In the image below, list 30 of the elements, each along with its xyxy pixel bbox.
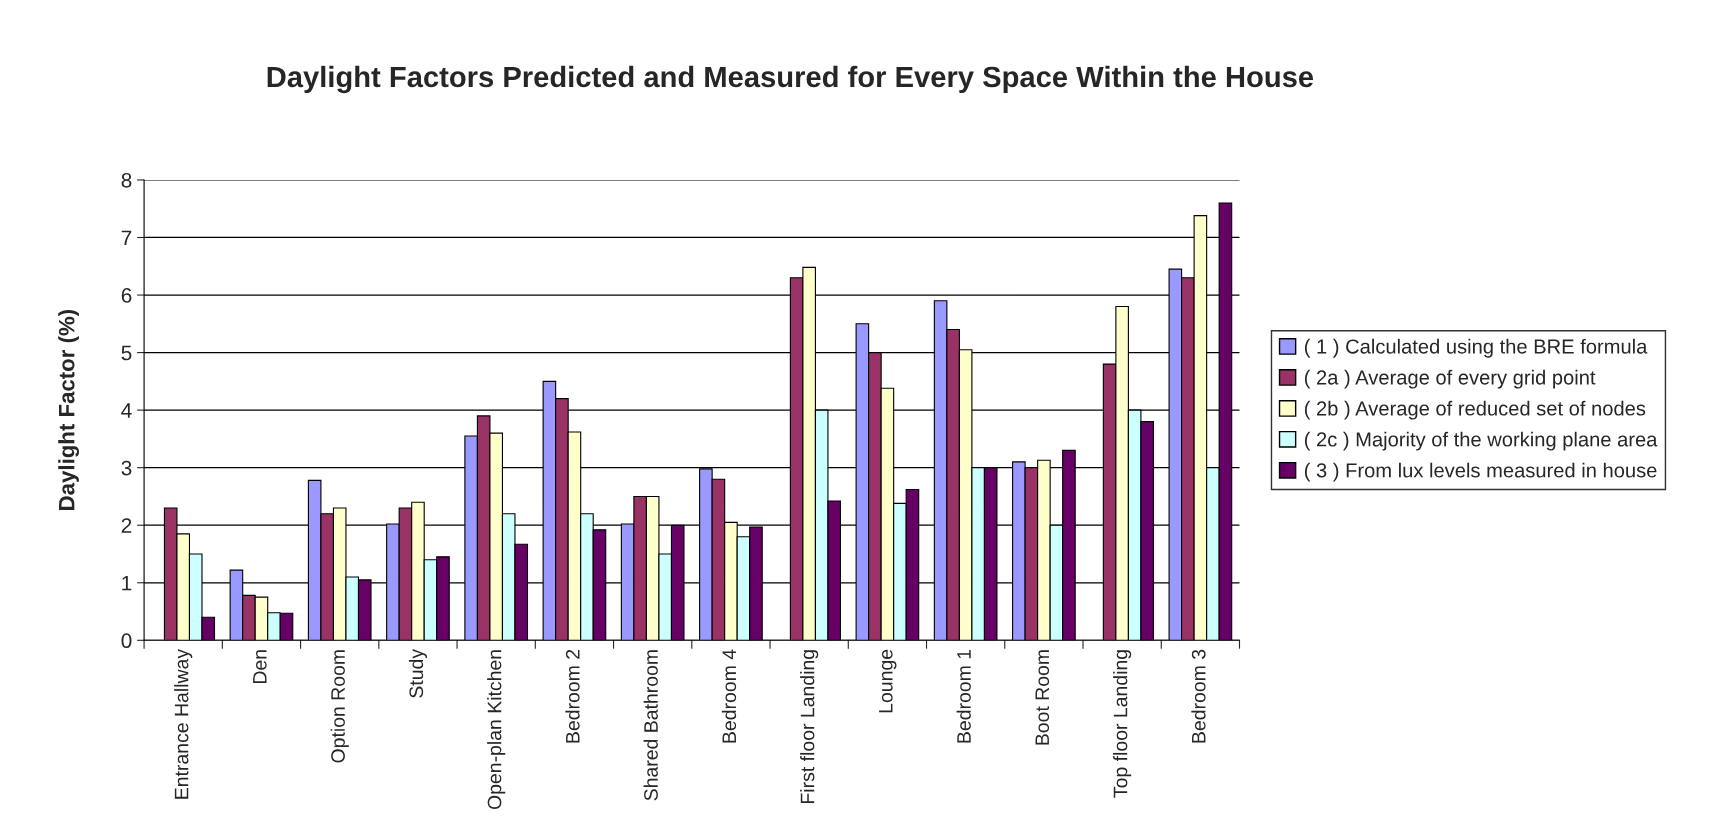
legend-label: ( 2b ) Average of reduced set of nodes: [1304, 400, 1646, 420]
y-tick-label: 1: [122, 575, 132, 591]
x-tick-label: Bedroom 2: [565, 649, 580, 743]
x-tick-label: Boot Room: [1035, 650, 1050, 745]
x-tick-label: First floor Landing: [800, 650, 819, 803]
x-tick-label: Shared Bathroom: [643, 650, 658, 801]
legend-label: ( 2c ) Majority of the working plane area: [1304, 431, 1658, 451]
chart-title: Daylight Factors Predicted and Measured for Every Space Within the House: [267, 65, 1314, 94]
y-tick-label: 0: [121, 633, 132, 649]
y-tick-label: 4: [121, 403, 132, 418]
x-tick-label: Study: [408, 648, 427, 698]
x-tick-label: Option Room: [330, 650, 349, 763]
x-tick-label: Bedroom 3: [1191, 649, 1206, 743]
y-axis-title: Daylight Factor (%): [58, 309, 80, 510]
x-tick-label: Bedroom 4: [721, 649, 737, 743]
y-tick-label: 2: [121, 518, 132, 533]
y-tick-label: 5: [121, 345, 132, 361]
x-tick-label: Entrance Hallway: [174, 648, 193, 799]
legend-label: ( 3 ) From lux levels measured in house: [1304, 462, 1657, 482]
y-tick-label: 7: [121, 230, 132, 246]
y-tick-label: 3: [121, 460, 132, 476]
y-tick-label: 8: [121, 172, 132, 188]
legend-label: ( 2a ) Average of every grid point: [1304, 369, 1596, 389]
x-tick-label: Open-plan Kitchen: [487, 650, 506, 810]
legend-label: ( 1 ) Calculated using the BRE formula: [1304, 338, 1648, 358]
y-tick-label: 6: [121, 288, 132, 303]
x-tick-label: Lounge: [879, 649, 897, 713]
x-tick-label: Bedroom 1: [956, 649, 971, 743]
x-tick-label: Den: [253, 650, 267, 684]
x-tick-label: Top floor Landing: [1113, 650, 1132, 798]
